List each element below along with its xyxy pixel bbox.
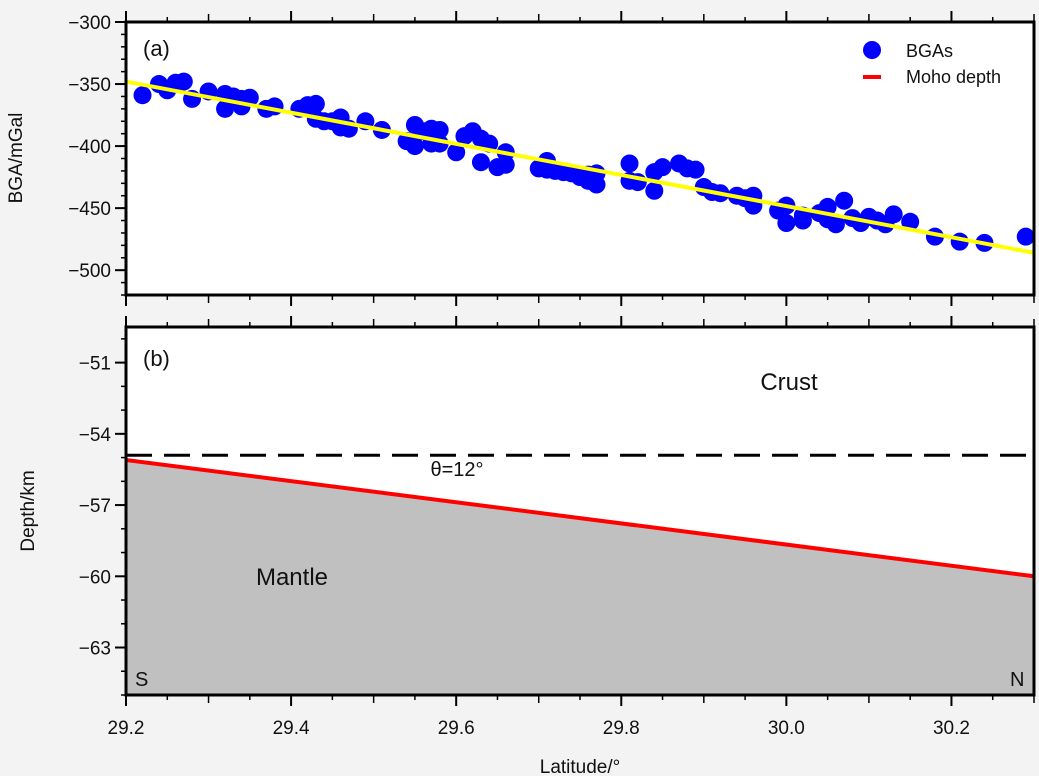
y-tick-label: −57	[79, 496, 111, 517]
mantle-area	[126, 459, 1034, 695]
y-tick-label: −350	[68, 75, 111, 96]
y-tick-label: −500	[68, 261, 111, 282]
bga-point	[1016, 227, 1035, 246]
panel-b-y-axis-label: Depth/km	[18, 470, 39, 551]
bga-point	[496, 155, 515, 174]
bga-point	[901, 212, 920, 231]
panel-a-y-axis-label: BGA/mGal	[6, 113, 27, 204]
x-tick-label: 30.2	[933, 718, 970, 739]
bga-point	[471, 153, 490, 172]
bga-point	[884, 205, 903, 224]
legend-moho-label: Moho depth	[906, 67, 1001, 87]
bga-point	[405, 137, 424, 156]
y-tick-label: −51	[79, 354, 111, 375]
y-tick-label: −300	[68, 13, 111, 34]
x-tick-label: 29.4	[273, 718, 310, 739]
south-label: S	[135, 669, 148, 691]
bga-point	[826, 215, 845, 234]
bga-point	[306, 94, 325, 113]
y-tick-label: −400	[68, 137, 111, 158]
bga-point	[174, 72, 193, 91]
moho-depth-line	[125, 457, 1035, 579]
legend-bgas-label: BGAs	[906, 41, 953, 61]
panel-b-moho: −51 −54 −57 −60 −63 29.2 29.4 29.6 29.8 30.0 30.2…	[18, 316, 1036, 776]
bga-point	[777, 214, 796, 233]
panel-b-y-axis: −51 −54 −57 −60 −63	[79, 338, 126, 696]
y-tick-label: −450	[68, 199, 111, 220]
bga-point	[686, 160, 705, 179]
x-tick-label: 29.8	[603, 718, 640, 739]
bga-point	[133, 86, 152, 105]
y-tick-label: −63	[79, 639, 111, 660]
north-label: N	[1010, 669, 1024, 691]
bga-point	[620, 154, 639, 173]
bga-point	[653, 158, 672, 177]
panel-a-y-axis: −300 −350 −400 −450 −500	[68, 13, 126, 296]
crust-label: Crust	[760, 369, 818, 396]
panel-a-plot-area	[126, 22, 1034, 295]
x-axis-label: Latitude/°	[540, 757, 621, 776]
panel-b-label: (b)	[143, 346, 170, 371]
panel-a-bga: −300 −350 −400 −450 −500 (a) BGA/mGal BGAs M…	[6, 11, 1036, 306]
y-tick-label: −54	[79, 425, 112, 446]
x-tick-label: 30.0	[768, 718, 805, 739]
panel-b-marks	[125, 453, 1035, 695]
bga-point	[835, 191, 854, 210]
bga-point	[447, 143, 466, 162]
legend-bgas-marker	[863, 41, 881, 59]
bga-fit-line	[125, 79, 1035, 255]
x-tick-label: 29.2	[108, 718, 145, 739]
bga-point	[793, 211, 812, 230]
mantle-label: Mantle	[256, 564, 328, 591]
legend: BGAs Moho depth	[863, 41, 1001, 87]
x-tick-label: 29.6	[438, 718, 475, 739]
panel-b-x-axis: 29.2 29.4 29.6 29.8 30.0 30.2	[108, 316, 1035, 739]
theta-angle-label: θ=12°	[430, 459, 483, 481]
panel-a-x-ticks	[125, 11, 1035, 306]
bga-point	[430, 120, 449, 139]
y-tick-label: −60	[79, 567, 111, 588]
panel-a-label: (a)	[143, 36, 170, 61]
bga-point	[645, 181, 664, 200]
panel-a-marks	[125, 72, 1035, 255]
